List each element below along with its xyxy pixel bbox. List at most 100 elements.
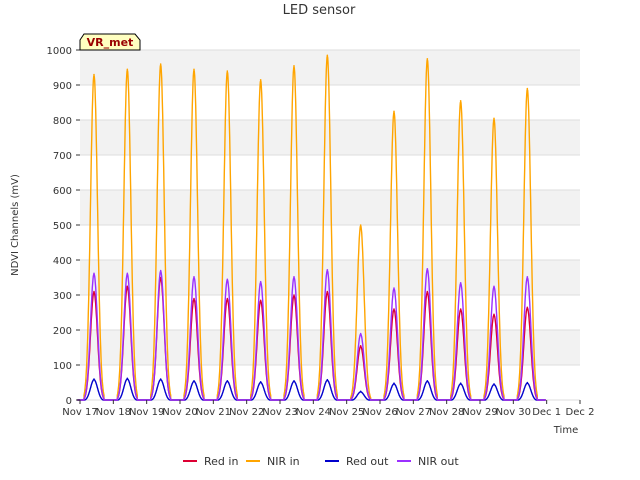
- series-peak-point: [459, 99, 462, 102]
- grid-band: [80, 260, 580, 295]
- y-tick-label: 300: [53, 291, 72, 302]
- x-tick-label: Nov 17: [62, 407, 97, 418]
- series-peak-point: [426, 290, 429, 293]
- series-peak-point: [259, 381, 262, 383]
- series-peak-point: [526, 306, 529, 309]
- series-peak-point: [459, 382, 462, 385]
- series-peak-point: [493, 285, 495, 288]
- x-tick-label: Nov 24: [296, 407, 331, 418]
- y-tick-label: 600: [53, 186, 72, 197]
- series-peak-point: [193, 276, 195, 278]
- x-tick-label: Nov 25: [329, 407, 364, 418]
- x-tick-label: Nov 28: [429, 407, 464, 418]
- series-peak-point: [159, 63, 162, 65]
- legend-label: Red in: [204, 455, 238, 468]
- series-peak-point: [126, 68, 129, 71]
- x-tick-label: Nov 27: [396, 407, 431, 418]
- series-peak-point: [326, 290, 329, 293]
- x-tick-label: Nov 22: [229, 407, 264, 418]
- series-peak-point: [126, 272, 129, 275]
- x-tick-label: Nov 21: [196, 407, 231, 418]
- series-peak-point: [393, 382, 395, 385]
- grid-band: [80, 190, 580, 225]
- series-peak-point: [326, 269, 329, 271]
- series-peak-point: [159, 378, 162, 380]
- x-tick-label: Dec 1: [532, 407, 561, 418]
- series-peak-point: [93, 272, 95, 275]
- legend-item: Red out: [325, 455, 389, 468]
- grid-bands: [80, 49, 580, 401]
- y-tick-label: 1000: [47, 46, 72, 57]
- series-peak-point: [226, 70, 229, 72]
- series-peak-point: [193, 68, 195, 71]
- x-axis-label: Time: [553, 425, 578, 436]
- x-tick-label: Nov 19: [129, 407, 164, 418]
- series-peak-point: [426, 57, 429, 60]
- series-peak-point: [259, 78, 262, 81]
- series-peak-point: [159, 269, 162, 272]
- legend-label: Red out: [346, 455, 389, 468]
- series-peak-point: [359, 332, 362, 335]
- series-peak-point: [226, 278, 229, 281]
- series-peak-point: [293, 379, 295, 382]
- series-peak-point: [126, 285, 129, 288]
- y-tick-label: 800: [53, 116, 72, 127]
- x-tick-label: Dec 2: [566, 407, 595, 418]
- series-peak-point: [326, 378, 329, 381]
- series-peak-point: [193, 297, 195, 300]
- series-peak-point: [226, 379, 229, 382]
- series-peak-point: [359, 224, 362, 226]
- series-peak-point: [526, 87, 529, 90]
- series-layer: [77, 54, 546, 401]
- series-peak-point: [293, 64, 295, 67]
- series-peak-point: [293, 276, 295, 278]
- series-peak-point: [93, 290, 95, 293]
- series-peak-point: [359, 390, 362, 393]
- series-peak-point: [93, 73, 95, 76]
- legend-label: NIR in: [267, 455, 300, 468]
- series-peak-point: [259, 280, 262, 283]
- y-tick-label: 200: [53, 326, 72, 337]
- series-peak-point: [93, 378, 95, 380]
- y-tick-label: 500: [53, 221, 72, 232]
- series-peak-point: [359, 344, 362, 347]
- x-tick-label: Nov 26: [362, 407, 397, 418]
- series-peak-point: [426, 267, 429, 270]
- site-badge: VR_met: [79, 33, 141, 51]
- series-peak-point: [193, 379, 195, 382]
- series-peak-point: [459, 281, 462, 284]
- site-badge-label: VR_met: [87, 36, 134, 49]
- legend-item: NIR in: [246, 455, 300, 468]
- series-peak-point: [393, 287, 395, 289]
- series-peak-point: [493, 383, 495, 385]
- y-tick-label: 100: [53, 361, 72, 372]
- series-peak-point: [493, 313, 495, 316]
- y-tick-label: 400: [53, 256, 72, 267]
- series-peak-point: [493, 117, 495, 120]
- series-peak-point: [259, 299, 262, 302]
- x-tick-label: Nov 23: [262, 407, 297, 418]
- series-peak-point: [226, 297, 229, 300]
- legend-item: Red in: [183, 455, 238, 468]
- legend: Red in NIR in Red out NIR out: [183, 455, 459, 468]
- chart-title: LED sensor: [283, 3, 356, 18]
- x-tick-label: Nov 30: [496, 407, 531, 418]
- x-tick-label: Nov 20: [162, 407, 197, 418]
- y-axis-label: NDVI Channels (mV): [10, 174, 21, 276]
- y-tick-label: 700: [53, 151, 72, 162]
- series-line: [77, 268, 546, 401]
- series-peak-point: [293, 294, 295, 296]
- grid-band: [80, 50, 580, 85]
- y-tick-label: 0: [66, 396, 72, 407]
- series-peak-point: [126, 377, 129, 380]
- series-peak-point: [526, 381, 529, 384]
- x-tick-label: Nov 18: [96, 407, 131, 418]
- series-peak-point: [459, 308, 462, 310]
- x-tick-label: Nov 29: [462, 407, 497, 418]
- series-peak-point: [326, 54, 329, 57]
- legend-label: NIR out: [418, 455, 459, 468]
- series-peak-point: [393, 308, 395, 310]
- series-peak-point: [393, 110, 395, 113]
